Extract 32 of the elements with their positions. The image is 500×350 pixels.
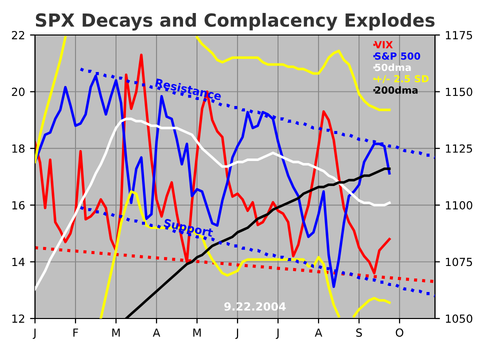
x-tick-label: F xyxy=(73,328,78,337)
x-tick-label: J xyxy=(276,328,279,339)
y2-tick-label: 1050 xyxy=(446,314,472,323)
y-tick-label: 20 xyxy=(12,88,25,96)
x-tick-label: J xyxy=(235,328,238,339)
annotation: 9.22.2004 xyxy=(224,302,286,311)
x-tick-label: M xyxy=(112,328,120,337)
x-tick-label: A xyxy=(314,328,322,337)
line-series xyxy=(35,118,391,290)
legend-label: S&P 500 xyxy=(375,52,420,60)
text: Support xyxy=(163,218,214,240)
x-tick-label: S xyxy=(356,328,362,337)
x-tick-label: A xyxy=(152,328,160,337)
y-tick-label: 16 xyxy=(12,201,25,210)
legend-label: 200dma xyxy=(375,86,418,94)
y2-tick-label: 1175 xyxy=(446,31,472,40)
y2-tick-label: 1075 xyxy=(446,258,472,266)
legend-label: VIX xyxy=(374,41,393,48)
x-tick-label: M xyxy=(193,328,201,337)
legend-label: +/- 2.5 SD xyxy=(375,75,429,84)
y-tick-label: 12 xyxy=(12,314,24,323)
x-tick-label: J xyxy=(32,328,36,339)
x-tick-label: O xyxy=(396,328,404,337)
y-tick-label: 22 xyxy=(12,30,24,40)
line-series xyxy=(124,168,391,318)
y2-tick-label: 1100 xyxy=(446,201,472,210)
y2-tick-label: 1125 xyxy=(446,144,472,153)
y-tick-label: 18 xyxy=(12,144,25,153)
legend-label: 50dma xyxy=(375,64,411,72)
y2-tick-label: 1150 xyxy=(446,88,472,96)
chart-title: SPX Decays and Complacency Explodes xyxy=(36,12,435,31)
y-tick-label: 14 xyxy=(12,258,25,266)
